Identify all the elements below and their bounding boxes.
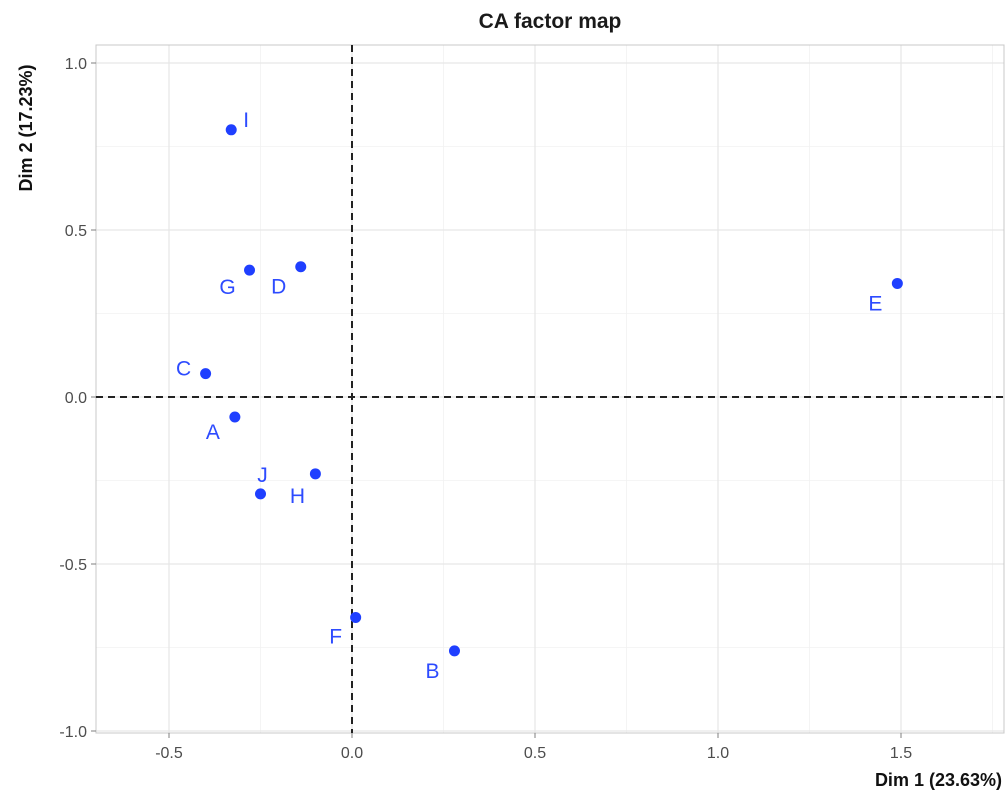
y-axis-title: Dim 2 (17.23%)	[16, 64, 36, 191]
point-g: G	[219, 264, 256, 299]
data-point-marker	[891, 277, 903, 289]
y-tick-label: 0.5	[65, 223, 87, 240]
x-tick-label: 0.5	[524, 745, 546, 762]
chart-title: CA factor map	[479, 10, 622, 33]
data-point-label: B	[425, 660, 439, 683]
axis-ticks: -0.5 0.0 0.5 1.0 1.5 -1.0 -0.5 0.0 0.5 1.0	[59, 56, 912, 762]
y-tick-label: -0.5	[59, 557, 87, 574]
grid	[96, 45, 1004, 733]
data-point-marker	[229, 411, 241, 423]
data-point-marker	[200, 368, 212, 380]
point-j: J	[255, 464, 268, 500]
data-point-marker	[309, 468, 321, 480]
x-axis-title: Dim 1 (23.63%)	[875, 770, 1002, 790]
data-point-marker	[225, 124, 237, 136]
point-h: H	[290, 468, 321, 508]
point-e: E	[868, 277, 903, 315]
point-c: C	[176, 358, 212, 381]
point-d: D	[271, 261, 307, 299]
x-tick-label: 0.0	[341, 745, 363, 762]
y-tick-label: 1.0	[65, 56, 87, 73]
x-tick-label: 1.5	[890, 745, 912, 762]
plot-panel-border	[95, 44, 1005, 734]
data-point-label: J	[257, 464, 268, 487]
data-point-marker	[350, 611, 362, 623]
x-tick-label: 1.0	[707, 745, 729, 762]
point-a: A	[206, 411, 241, 444]
data-point-label: I	[243, 109, 249, 132]
data-point-label: D	[271, 276, 286, 299]
point-f: F	[329, 611, 362, 648]
data-point-label: H	[290, 485, 305, 508]
data-point-marker	[255, 488, 266, 500]
data-point-label: F	[329, 625, 342, 648]
data-point-label: A	[206, 421, 220, 444]
data-point-marker	[448, 645, 460, 657]
data-point-label: E	[868, 292, 882, 315]
data-point-label: G	[219, 276, 235, 299]
data-point-marker	[244, 264, 256, 276]
data-point-label: C	[176, 358, 191, 381]
data-points: A B C D E F G H I J	[176, 109, 903, 683]
point-b: B	[425, 645, 460, 683]
data-point-marker	[295, 261, 307, 273]
y-tick-label: -1.0	[59, 724, 87, 741]
y-tick-label: 0.0	[65, 390, 87, 407]
x-tick-label: -0.5	[155, 745, 183, 762]
point-i: I	[225, 109, 249, 136]
reference-lines	[96, 45, 1004, 733]
